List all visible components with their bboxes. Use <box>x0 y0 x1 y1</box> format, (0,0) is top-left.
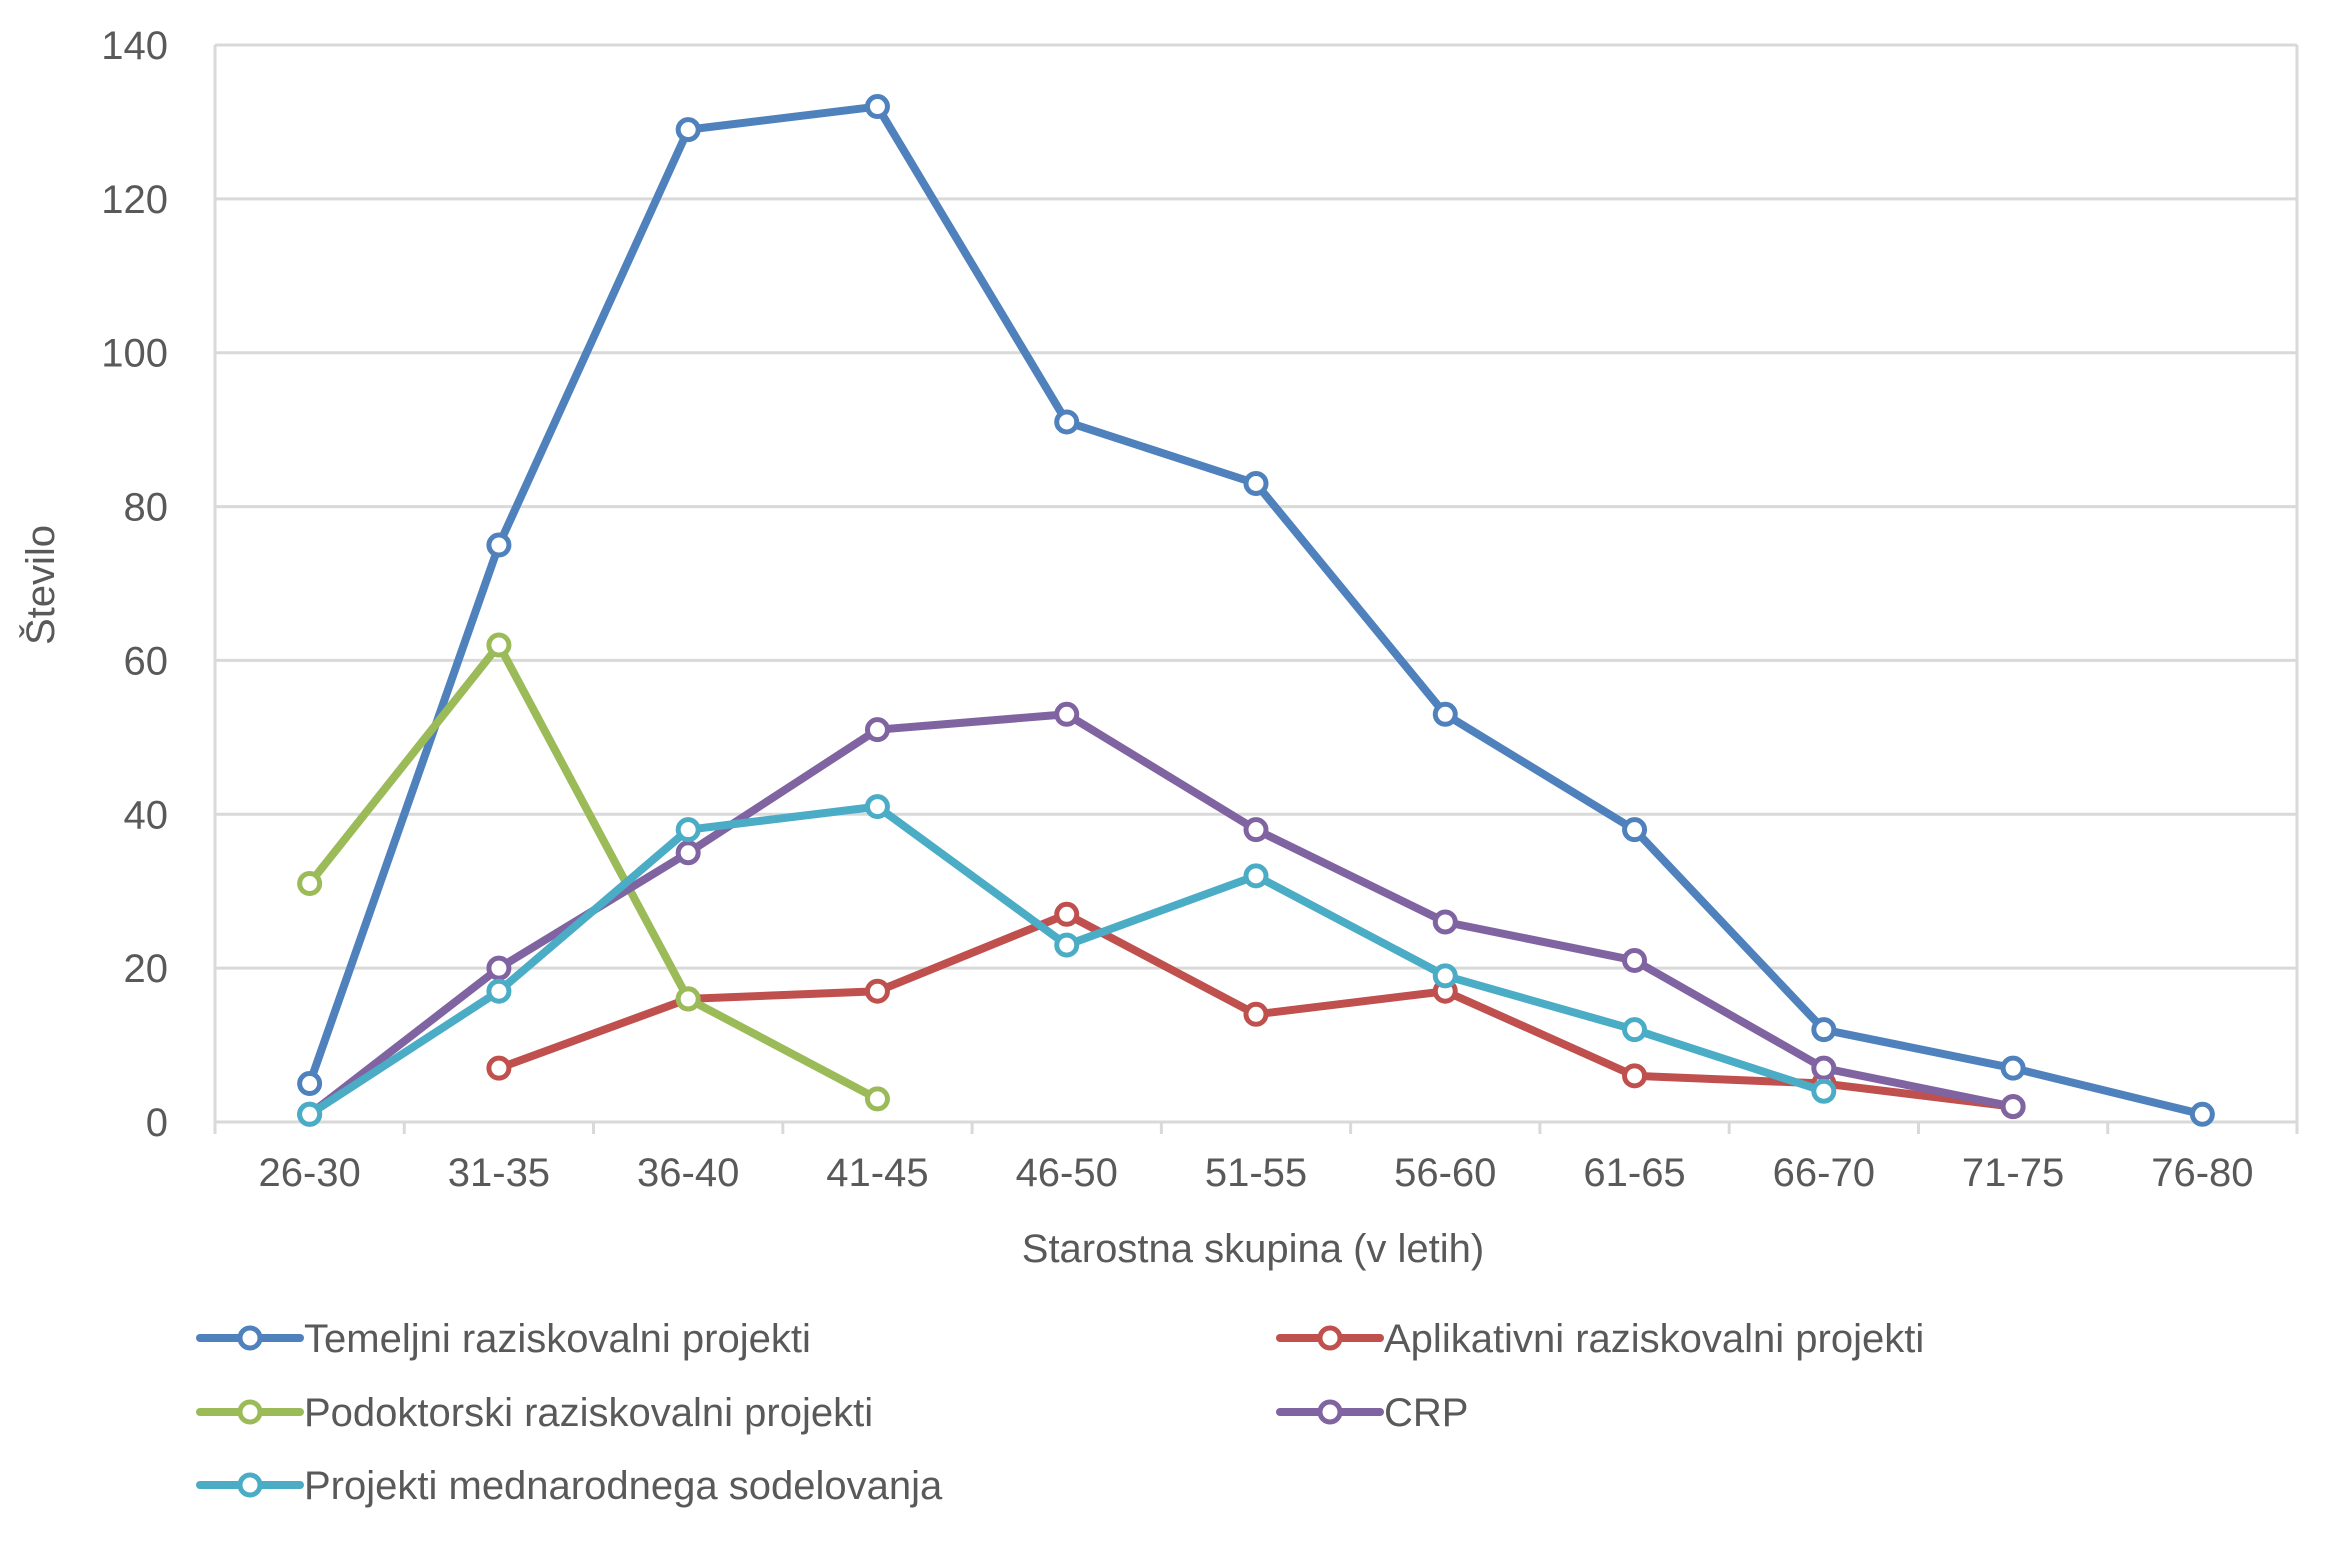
plot-area <box>213 45 2299 1122</box>
legend-label: Podoktorski raziskovalni projekti <box>304 1391 873 1435</box>
data-point <box>1054 409 1080 435</box>
y-axis-ticks: 0 20 40 60 80 100 120 140 <box>101 24 168 1145</box>
data-point <box>864 794 890 820</box>
data-point <box>864 978 890 1004</box>
y-tick-label: 40 <box>124 793 169 837</box>
y-tick-label: 80 <box>124 486 169 530</box>
data-point <box>1243 863 1269 889</box>
x-tick-label: 76-80 <box>2151 1151 2253 1195</box>
data-point <box>1054 932 1080 958</box>
data-point <box>675 817 701 843</box>
y-tick-label: 20 <box>124 947 169 991</box>
series-line <box>305 641 882 1103</box>
data-point <box>1622 1063 1648 1089</box>
legend-circle-marker <box>237 1472 263 1498</box>
x-tick-label: 71-75 <box>1962 1151 2064 1195</box>
x-tick-label: 36-40 <box>637 1151 739 1195</box>
gridlines <box>215 43 2297 1124</box>
data-point <box>675 986 701 1012</box>
data-point <box>2189 1101 2215 1127</box>
y-axis-title: Število <box>18 525 63 645</box>
x-axis-ticks: 26-30 31-35 36-40 41-45 46-50 51-55 56-60 61-65… <box>213 1122 2299 1195</box>
x-axis-title: Starostna skupina (v letih) <box>1022 1227 1484 1271</box>
data-point <box>1622 817 1648 843</box>
data-point <box>486 978 512 1004</box>
y-tick-label: 100 <box>101 332 168 376</box>
series-line <box>305 102 2207 1119</box>
data-point <box>1054 901 1080 927</box>
data-point <box>1243 817 1269 843</box>
data-point <box>486 1055 512 1081</box>
x-tick-label: 46-50 <box>1016 1151 1118 1195</box>
data-point <box>1811 1078 1837 1104</box>
x-tick-label: 56-60 <box>1394 1151 1496 1195</box>
data-point <box>1811 1055 1837 1081</box>
legend-circle-marker <box>1317 1399 1343 1425</box>
series-layer <box>297 94 2215 1127</box>
data-point <box>486 532 512 558</box>
legend: Temeljni raziskovalni projekti Aplikativn… <box>196 1317 1924 1508</box>
data-point <box>2000 1094 2026 1120</box>
data-point <box>297 1071 323 1097</box>
x-tick-label: 51-55 <box>1205 1151 1307 1195</box>
data-point <box>1243 470 1269 496</box>
series-4 <box>297 794 1837 1127</box>
data-point <box>675 117 701 143</box>
legend-circle-marker <box>1317 1325 1343 1351</box>
y-tick-label: 0 <box>146 1101 168 1145</box>
data-point <box>1622 1017 1648 1043</box>
legend-item: CRP <box>1276 1391 1468 1435</box>
x-tick-label: 41-45 <box>826 1151 928 1195</box>
data-point <box>1432 909 1458 935</box>
x-tick-label: 61-65 <box>1583 1151 1685 1195</box>
legend-circle-marker <box>237 1325 263 1351</box>
legend-circle-marker <box>237 1399 263 1425</box>
data-point <box>1432 701 1458 727</box>
data-point <box>1811 1017 1837 1043</box>
y-tick-label: 60 <box>124 639 169 683</box>
legend-item: Projekti mednarodnega sodelovanja <box>196 1464 943 1508</box>
series-0 <box>297 94 2215 1127</box>
legend-item: Podoktorski raziskovalni projekti <box>196 1391 873 1435</box>
x-tick-label: 31-35 <box>448 1151 550 1195</box>
data-point <box>675 840 701 866</box>
y-tick-label: 120 <box>101 178 168 222</box>
legend-item: Temeljni raziskovalni projekti <box>196 1317 811 1361</box>
data-point <box>864 94 890 120</box>
x-tick-label: 26-30 <box>258 1151 360 1195</box>
data-point <box>1243 1001 1269 1027</box>
legend-item: Aplikativni raziskovalni projekti <box>1276 1317 1924 1361</box>
data-point <box>1622 947 1648 973</box>
x-tick-label: 66-70 <box>1773 1151 1875 1195</box>
legend-label: Temeljni raziskovalni projekti <box>304 1317 811 1361</box>
data-point <box>486 955 512 981</box>
legend-label: Projekti mednarodnega sodelovanja <box>304 1464 943 1508</box>
data-point <box>864 1086 890 1112</box>
data-point <box>2000 1055 2026 1081</box>
series-line <box>305 802 1828 1119</box>
data-point <box>1432 963 1458 989</box>
legend-label: CRP <box>1384 1391 1468 1435</box>
data-point <box>1054 701 1080 727</box>
data-point <box>297 1101 323 1127</box>
data-point <box>486 632 512 658</box>
data-point <box>297 871 323 897</box>
series-2 <box>297 632 890 1112</box>
y-tick-label: 140 <box>101 24 168 68</box>
legend-label: Aplikativni raziskovalni projekti <box>1384 1317 1924 1361</box>
data-point <box>864 717 890 743</box>
